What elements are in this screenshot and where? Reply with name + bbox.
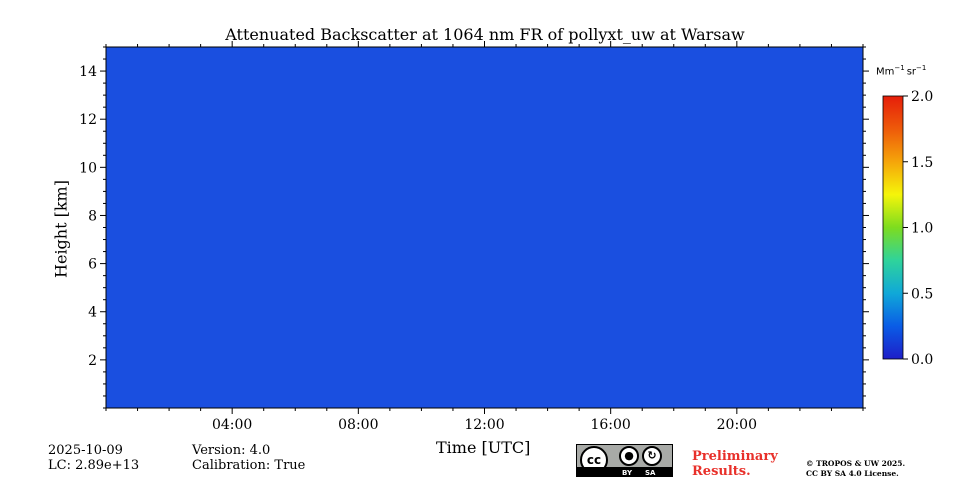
night-background: [106, 47, 863, 408]
colorbar-tick-label: 0.0: [911, 352, 933, 368]
y-tick-label: 10: [79, 160, 97, 176]
preliminary-results-label: Preliminary Results.: [692, 449, 778, 479]
y-tick-label: 8: [88, 208, 97, 224]
cc-license-badge: cc ● ↻ BY SA: [576, 444, 673, 477]
colorbar-unit: Mm−1 sr−1: [876, 64, 927, 78]
x-tick-label: 04:00: [212, 417, 252, 433]
license-sa-label: SA: [645, 469, 656, 477]
copyright-text: © TROPOS & UW 2025. CC BY SA 4.0 License.: [806, 459, 906, 478]
x-tick-label: 16:00: [590, 417, 630, 433]
y-tick-label: 4: [88, 305, 97, 321]
chart-title: Attenuated Backscatter at 1064 nm FR of …: [225, 25, 745, 44]
share-alike-icon: ↻: [642, 446, 662, 466]
colorbar-tick-label: 0.5: [911, 286, 933, 302]
x-tick-label: 12:00: [464, 417, 504, 433]
y-tick-label: 12: [79, 112, 97, 128]
y-axis-label: Height [km]: [51, 180, 71, 278]
date-text: 2025-10-09: [48, 443, 123, 458]
colorbar-tick-label: 2.0: [911, 89, 933, 105]
colorbar-tick-label: 1.5: [911, 155, 933, 171]
colorbar: [882, 95, 904, 360]
version-text: Version: 4.0: [192, 443, 271, 458]
license-by-label: BY: [622, 469, 633, 477]
x-tick-label: 08:00: [338, 417, 378, 433]
y-tick-label: 14: [79, 64, 97, 80]
x-axis-label: Time [UTC]: [436, 438, 531, 457]
y-tick-label: 2: [88, 353, 97, 369]
person-icon: ●: [619, 446, 639, 466]
lidar-constant-text: LC: 2.89e+13: [48, 458, 140, 473]
x-tick-label: 20:00: [717, 417, 757, 433]
calibration-text: Calibration: True: [192, 458, 306, 473]
y-tick-label: 6: [88, 257, 97, 273]
colorbar-tick-label: 1.0: [911, 221, 933, 237]
license-strip: [577, 467, 672, 476]
